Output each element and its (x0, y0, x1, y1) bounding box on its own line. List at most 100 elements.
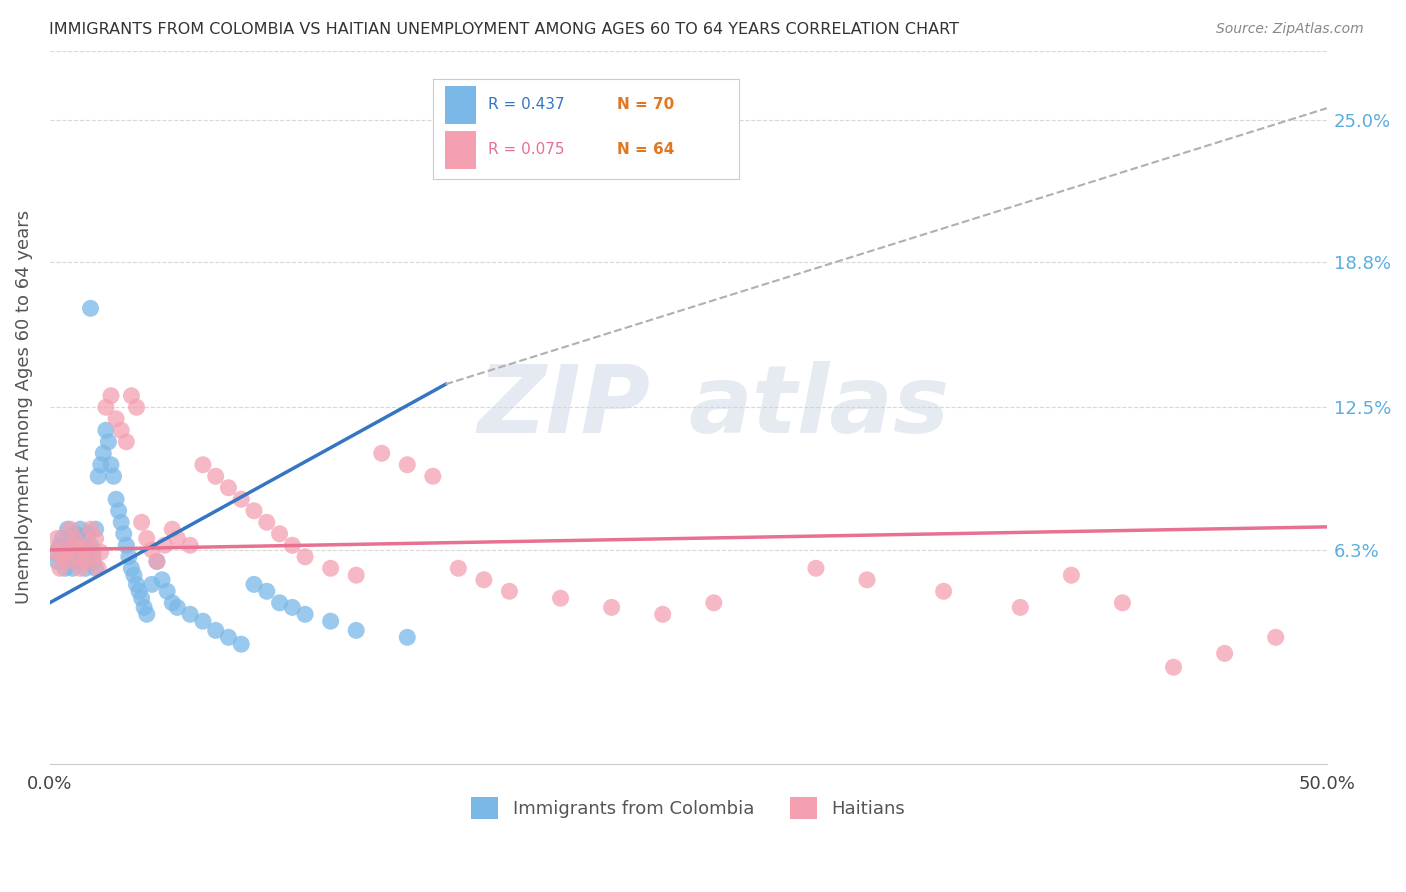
Point (53, 542, 76, 557)
Point (281, 538, 304, 552)
Point (75, 554, 97, 568)
Point (77, 554, 100, 568)
Point (79, 538, 101, 552)
Point (344, 624, 367, 638)
Point (1163, 660, 1185, 674)
Point (115, 434, 138, 449)
Point (932, 584, 955, 599)
Point (105, 411, 128, 425)
Point (703, 596, 725, 610)
Point (217, 630, 239, 644)
Point (75, 561, 97, 575)
Point (243, 577, 266, 591)
Point (269, 596, 291, 610)
Point (105, 492, 128, 507)
Point (82, 545, 104, 559)
Point (94, 401, 117, 415)
Point (1264, 630, 1286, 644)
Point (204, 469, 226, 483)
Point (100, 458, 122, 472)
Point (146, 554, 169, 568)
Point (153, 538, 176, 552)
Point (319, 561, 342, 575)
Point (49, 538, 72, 552)
Point (84, 561, 107, 575)
Point (651, 607, 673, 622)
Point (396, 630, 419, 644)
Point (162, 596, 184, 610)
Point (53, 542, 76, 557)
Text: Source: ZipAtlas.com: Source: ZipAtlas.com (1216, 22, 1364, 37)
Point (87, 561, 110, 575)
Point (294, 549, 316, 564)
Point (97, 434, 120, 449)
Point (66, 549, 89, 564)
Point (82, 554, 104, 568)
Point (344, 568, 367, 582)
Point (51, 549, 73, 564)
Point (82, 549, 104, 564)
Point (107, 504, 129, 518)
Text: IMMIGRANTS FROM COLOMBIA VS HAITIAN UNEMPLOYMENT AMONG AGES 60 TO 64 YEARS CORRE: IMMIGRANTS FROM COLOMBIA VS HAITIAN UNEM… (49, 22, 959, 37)
Point (46, 532, 69, 546)
Point (128, 584, 150, 599)
Legend: Immigrants from Colombia, Haitians: Immigrants from Colombia, Haitians (464, 789, 912, 826)
Point (191, 614, 214, 628)
Point (110, 516, 132, 530)
Point (69, 561, 91, 575)
Point (256, 584, 278, 599)
Point (166, 532, 188, 546)
Point (256, 516, 278, 530)
Point (79, 301, 101, 316)
Point (63, 542, 86, 557)
Point (1213, 647, 1236, 661)
Point (120, 389, 142, 403)
Point (179, 607, 201, 622)
Point (84, 532, 107, 546)
Point (447, 561, 470, 575)
Point (294, 607, 316, 622)
Point (72, 549, 94, 564)
Point (69, 522, 91, 536)
Point (69, 538, 91, 552)
Point (56, 554, 79, 568)
Point (46, 554, 69, 568)
Point (77, 538, 100, 552)
Point (87, 469, 110, 483)
Point (90, 545, 112, 559)
Point (62, 554, 84, 568)
Point (110, 423, 132, 437)
Point (125, 577, 148, 591)
Point (63, 532, 86, 546)
Point (1111, 596, 1133, 610)
Y-axis label: Unemployment Among Ages 60 to 64 years: Unemployment Among Ages 60 to 64 years (15, 211, 32, 604)
Point (472, 573, 495, 587)
Point (396, 458, 419, 472)
Point (44, 545, 66, 559)
Point (1060, 568, 1083, 582)
Point (231, 492, 253, 507)
Point (59, 549, 82, 564)
Point (56, 522, 79, 536)
Point (141, 577, 163, 591)
Point (44, 545, 66, 559)
Point (112, 526, 135, 541)
Point (118, 549, 141, 564)
Point (90, 458, 112, 472)
Point (191, 458, 214, 472)
Point (66, 532, 89, 546)
Point (204, 624, 226, 638)
Point (51, 532, 73, 546)
Point (1010, 600, 1032, 615)
Point (63, 526, 86, 541)
Point (115, 538, 138, 552)
Point (600, 600, 623, 615)
Point (51, 549, 73, 564)
Point (135, 607, 157, 622)
Point (62, 538, 84, 552)
Point (100, 389, 122, 403)
Point (134, 600, 156, 615)
Point (59, 522, 82, 536)
Point (77, 526, 100, 541)
Point (150, 573, 173, 587)
